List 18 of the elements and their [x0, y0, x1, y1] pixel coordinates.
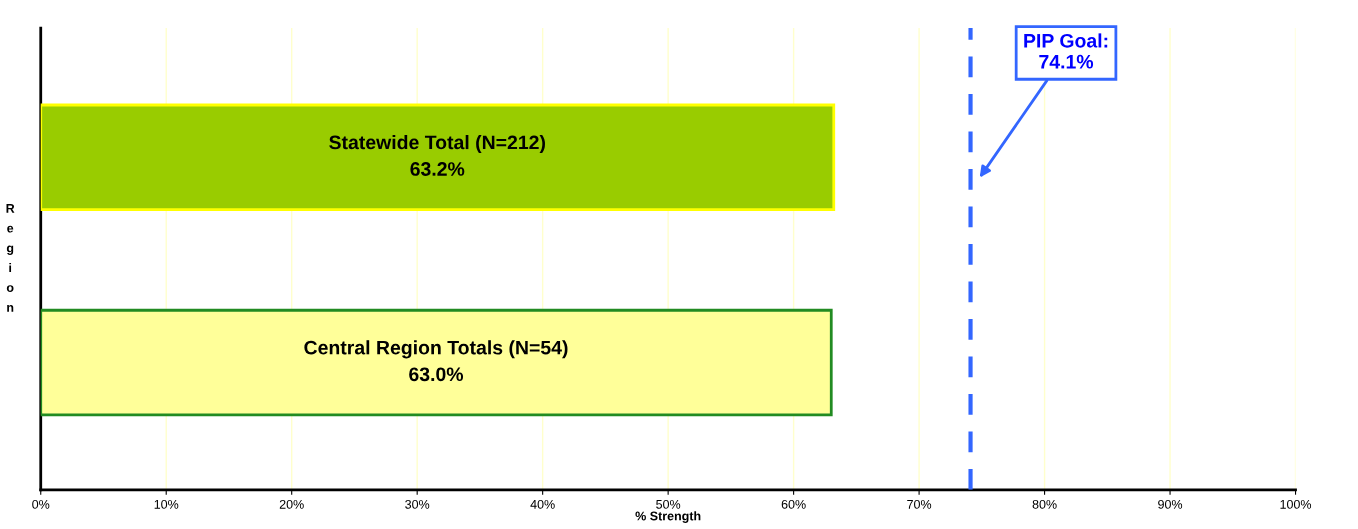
x-tick-label: 30% — [405, 499, 430, 509]
data-label: 63.0% — [409, 367, 464, 382]
x-tick-label: 40% — [530, 499, 555, 509]
ref-line-label: PIP Goal: 74.1% — [1024, 33, 1108, 69]
x-tick-label: 0% — [32, 499, 50, 509]
x-tick-label: 100% — [1280, 499, 1312, 509]
x-tick-label: 50% — [656, 499, 681, 509]
y-tick-label: Central Region Totals (N=54) — [304, 340, 568, 359]
x-tick-label: 60% — [781, 499, 806, 509]
x-tick-label: 70% — [907, 499, 932, 509]
x-axis-title: % Strength — [635, 511, 701, 523]
x-tick-label: 20% — [279, 499, 304, 509]
y-tick-label: Statewide Total (N=212) — [329, 134, 545, 154]
x-tick-label: 10% — [154, 499, 179, 509]
x-tick-label: 80% — [1032, 499, 1057, 509]
y-axis-title: Region — [6, 204, 15, 312]
x-tick-label: 90% — [1158, 499, 1183, 509]
data-label: 63.2% — [410, 162, 465, 176]
